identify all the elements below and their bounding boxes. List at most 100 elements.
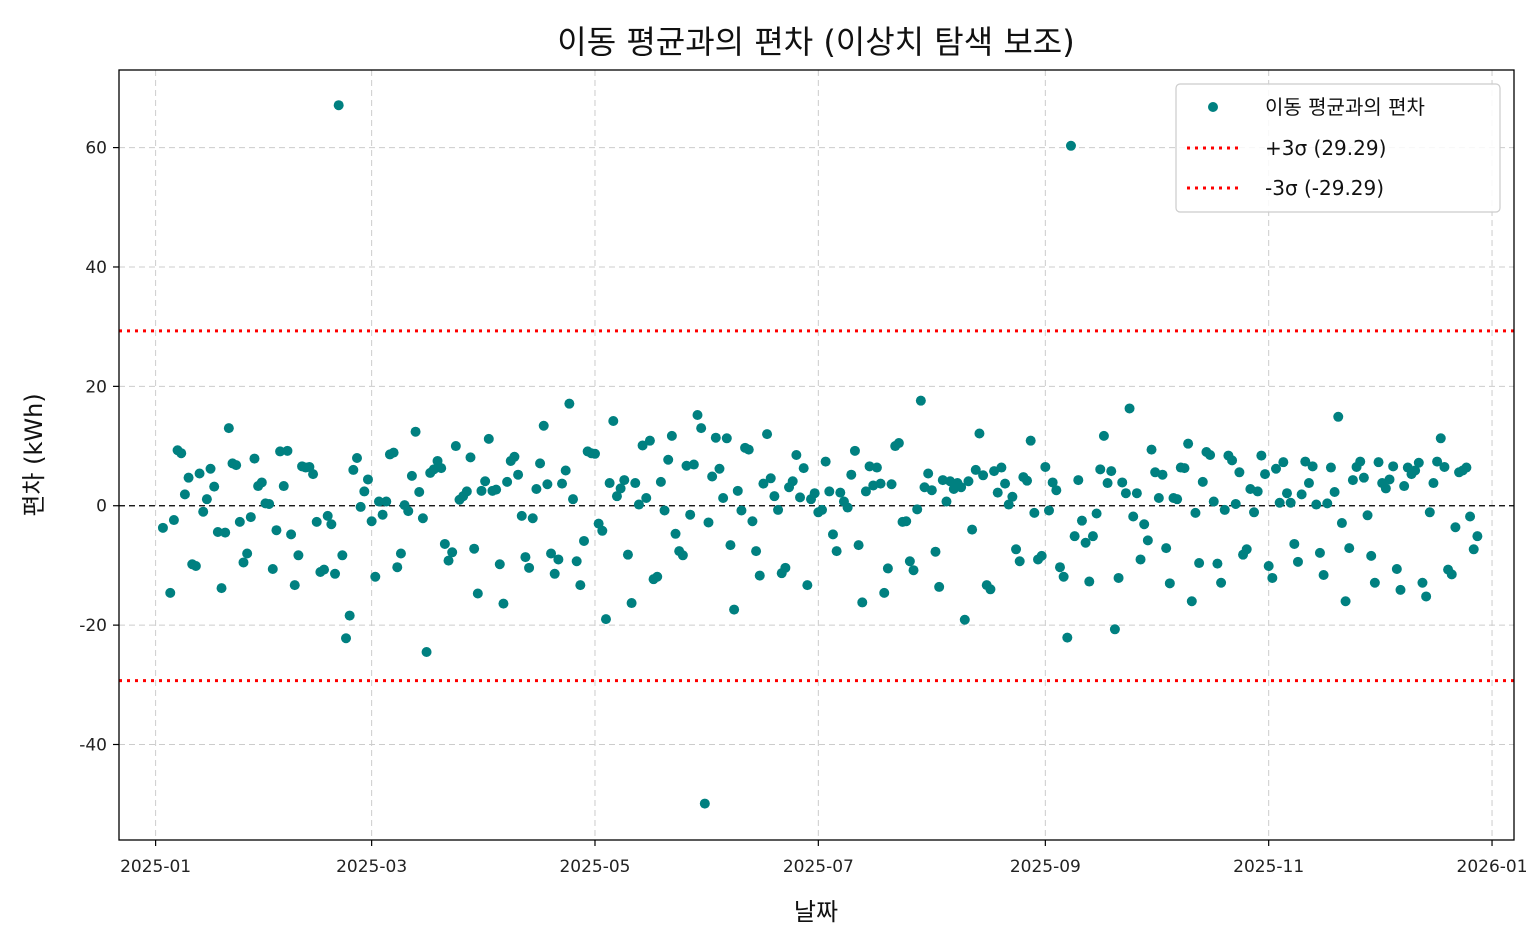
data-point <box>604 478 615 489</box>
data-point <box>725 540 736 551</box>
data-point <box>1051 485 1062 496</box>
data-point <box>480 476 491 487</box>
data-point <box>234 516 245 527</box>
data-point <box>1087 531 1098 542</box>
data-point <box>912 504 923 515</box>
data-point <box>1029 507 1040 518</box>
data-point <box>476 485 487 496</box>
data-point <box>483 433 494 444</box>
data-point <box>641 492 652 503</box>
data-point <box>491 484 502 495</box>
data-point <box>1303 478 1314 489</box>
data-point <box>1472 531 1483 542</box>
data-point <box>359 486 370 497</box>
data-point <box>970 464 981 475</box>
data-point <box>1022 475 1033 486</box>
data-point <box>1164 578 1175 589</box>
data-point <box>1369 577 1380 588</box>
chart-title: 이동 평균과의 편차 (이상치 탐색 보조) <box>557 23 1074 61</box>
data-point <box>1347 475 1358 486</box>
data-point <box>344 610 355 621</box>
data-point <box>527 513 538 524</box>
data-point <box>886 479 897 490</box>
data-point <box>1421 591 1432 602</box>
data-point <box>1249 507 1260 518</box>
data-point <box>1234 467 1245 478</box>
data-point <box>1307 461 1318 472</box>
y-tick-label: 20 <box>85 377 107 397</box>
data-point <box>736 505 747 516</box>
data-point <box>1314 547 1325 558</box>
x-tick-label: 2025-05 <box>559 857 630 877</box>
data-point <box>1241 544 1252 555</box>
data-point <box>652 571 663 582</box>
data-point <box>827 529 838 540</box>
data-point <box>1172 494 1183 505</box>
legend-box <box>1175 83 1501 213</box>
x-tick-label: 2025-01 <box>120 857 191 877</box>
data-point <box>1410 465 1421 476</box>
data-point <box>1380 483 1391 494</box>
data-point <box>714 463 725 474</box>
data-point <box>1336 518 1347 529</box>
data-point <box>571 556 582 567</box>
data-point <box>1450 522 1461 533</box>
data-point <box>1292 556 1303 567</box>
data-point <box>688 459 699 470</box>
data-point <box>1329 487 1340 498</box>
data-point <box>1054 562 1065 573</box>
data-point <box>1219 504 1230 515</box>
data-point <box>644 435 655 446</box>
data-point <box>637 440 648 451</box>
data-point <box>1271 463 1282 474</box>
data-point <box>355 501 366 512</box>
data-point <box>626 598 637 609</box>
data-point <box>557 478 568 489</box>
data-point <box>1011 544 1022 555</box>
data-point <box>871 462 882 473</box>
data-point <box>1040 461 1051 472</box>
data-point <box>1113 572 1124 583</box>
legend-label-minus-3sigma: -3σ (-29.29) <box>1265 176 1384 200</box>
data-point <box>575 580 586 591</box>
data-point <box>1322 498 1333 509</box>
data-point <box>1260 469 1271 480</box>
data-point <box>677 550 688 561</box>
data-point <box>168 515 179 526</box>
data-point <box>417 513 428 524</box>
data-point <box>1274 497 1285 508</box>
x-tick-label: 2025-03 <box>336 857 407 877</box>
y-tick-label: 60 <box>85 139 107 159</box>
data-point <box>1344 543 1355 554</box>
data-point <box>1153 492 1164 503</box>
data-point <box>769 491 780 502</box>
data-point <box>1230 498 1241 509</box>
data-point <box>531 484 542 495</box>
data-point <box>1146 444 1157 455</box>
data-point <box>553 554 564 565</box>
y-tick-label: 0 <box>96 497 107 517</box>
data-point <box>326 519 337 530</box>
data-point <box>1047 477 1058 488</box>
data-point <box>600 614 611 625</box>
data-point <box>1256 450 1267 461</box>
data-point <box>538 420 549 431</box>
data-point <box>1399 481 1410 492</box>
data-point <box>1263 561 1274 572</box>
data-point <box>978 470 989 481</box>
y-tick-label: 40 <box>85 258 107 278</box>
data-point <box>381 496 392 507</box>
data-point <box>1384 474 1395 485</box>
data-point <box>974 428 985 439</box>
data-point <box>1131 488 1142 499</box>
data-point <box>1003 499 1014 510</box>
data-point <box>795 492 806 503</box>
legend-label-plus-3sigma: +3σ (29.29) <box>1265 136 1386 160</box>
data-point <box>908 565 919 576</box>
data-point <box>1395 584 1406 595</box>
data-point <box>1142 535 1153 546</box>
data-point <box>619 475 630 486</box>
data-point <box>1007 491 1018 502</box>
data-point <box>231 460 242 471</box>
data-point <box>1212 558 1223 569</box>
